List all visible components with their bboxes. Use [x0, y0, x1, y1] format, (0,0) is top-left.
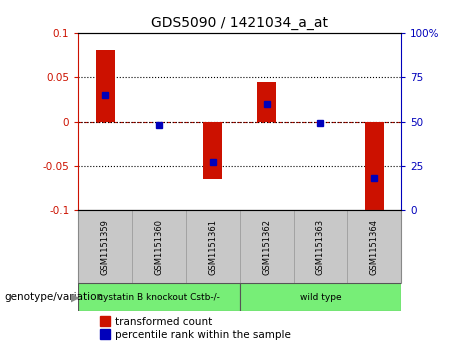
Title: GDS5090 / 1421034_a_at: GDS5090 / 1421034_a_at [151, 16, 328, 30]
Bar [203, 122, 222, 179]
Bar [257, 82, 276, 122]
Bar [365, 122, 384, 210]
Bar [240, 283, 401, 311]
Legend: transformed count, percentile rank within the sample: transformed count, percentile rank withi… [100, 317, 291, 340]
Bar [78, 210, 132, 283]
Text: GSM1151360: GSM1151360 [154, 219, 164, 275]
Bar [186, 210, 240, 283]
Bar [96, 50, 115, 122]
Text: cystatin B knockout Cstb-/-: cystatin B knockout Cstb-/- [98, 293, 220, 302]
Bar [78, 283, 240, 311]
Text: GSM1151364: GSM1151364 [370, 219, 378, 275]
Text: wild type: wild type [300, 293, 341, 302]
Text: GSM1151363: GSM1151363 [316, 219, 325, 275]
Bar [347, 210, 401, 283]
Bar [294, 210, 347, 283]
Bar [132, 210, 186, 283]
Text: GSM1151362: GSM1151362 [262, 219, 271, 275]
Text: genotype/variation: genotype/variation [5, 292, 104, 302]
Text: GSM1151361: GSM1151361 [208, 219, 217, 275]
Text: GSM1151359: GSM1151359 [101, 219, 110, 275]
Text: ▶: ▶ [71, 292, 80, 302]
Bar [240, 210, 294, 283]
